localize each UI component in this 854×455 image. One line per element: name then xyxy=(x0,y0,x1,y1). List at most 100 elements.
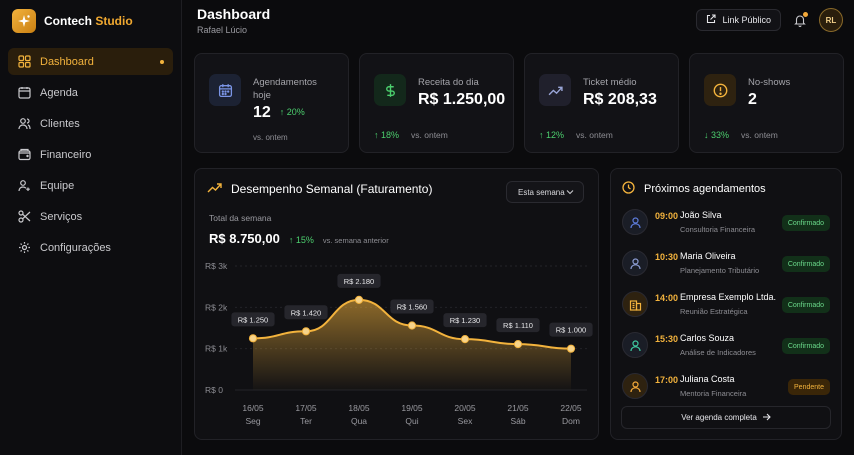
appointment-item[interactable]: 15:30 Carlos Souza Análise de Indicadores C… xyxy=(622,331,830,372)
nav-label: Serviços xyxy=(40,210,83,223)
data-point[interactable] xyxy=(513,340,523,349)
appointment-name: João Silva xyxy=(680,210,722,220)
appointment-item[interactable]: 14:00 Empresa Exemplo Ltda. Reunião Estrat… xyxy=(622,290,830,331)
data-point[interactable] xyxy=(460,335,470,344)
period-select[interactable]: Esta semana xyxy=(506,181,584,203)
data-label: R$ 1.000 xyxy=(556,326,586,335)
kpi-delta: ↑ 12% xyxy=(539,130,565,140)
nav-label: Agenda xyxy=(40,86,78,99)
nav-label: Equipe xyxy=(40,179,75,192)
total-value: R$ 8.750,00 xyxy=(209,231,280,246)
bell-icon[interactable] xyxy=(793,12,808,28)
wallet-icon xyxy=(17,148,31,162)
y-tick-label: R$ 3k xyxy=(205,261,228,271)
kpi-footer: vs. ontem xyxy=(576,130,613,140)
appointment-item[interactable]: 17:00 Juliana Costa Mentoria Financeira Pen… xyxy=(622,372,830,413)
alert-circle-icon xyxy=(704,74,736,106)
main-content: Dashboard Rafael Lúcio Link Público RL xyxy=(182,0,854,455)
view-full-agenda-button[interactable]: Ver agenda completa xyxy=(621,406,831,429)
appointment-item[interactable]: 10:30 Maria Oliveira Planejamento Tributár… xyxy=(622,249,830,290)
x-tick-day: Sáb xyxy=(510,416,525,426)
building-icon xyxy=(622,291,648,317)
data-point[interactable] xyxy=(407,321,417,330)
dollar-icon xyxy=(374,74,406,106)
nav-item-clientes[interactable]: Clientes xyxy=(8,110,173,137)
nav-label: Configurações xyxy=(40,241,111,254)
nav-item-servicos[interactable]: Serviços xyxy=(8,203,173,230)
kpi-footer-row: ↑ 18% vs. ontem xyxy=(374,130,448,140)
clock-icon xyxy=(622,181,635,197)
kpi-card-agendamentos: Agendamentos hoje 12 ↑ 20% vs. ontem xyxy=(194,53,349,153)
appointment-item[interactable]: 09:00 João Silva Consultoria Financeira Con… xyxy=(622,208,830,249)
appointment-name: Maria Oliveira xyxy=(680,251,736,261)
kpi-footer: vs. ontem xyxy=(411,130,448,140)
appointment-time: 09:00 xyxy=(655,211,679,221)
y-tick-label: R$ 0 xyxy=(205,385,223,395)
area-chart: R$ 0 R$ 1k R$ 2k R$ 3k R$ 1.250 16/05 Seg R$ 1.… xyxy=(205,261,593,426)
appointments-title: Próximos agendamentos xyxy=(644,183,766,195)
x-tick-date: 21/05 xyxy=(507,403,529,413)
kpi-card-receita: Receita do dia R$ 1.250,00 ↑ 18% vs. onte… xyxy=(359,53,514,153)
kpi-footer-row: ↑ 12% vs. ontem xyxy=(539,130,613,140)
period-select-value: Esta semana xyxy=(518,187,565,197)
kpi-card-noshows: No-shows 2 ↓ 33% vs. ontem xyxy=(689,53,844,153)
data-label-bg xyxy=(549,322,593,337)
x-tick-day: Dom xyxy=(562,416,580,426)
nav-item-equipe[interactable]: Equipe xyxy=(8,172,173,199)
data-label-bg xyxy=(443,313,487,328)
trend-up-icon xyxy=(539,74,571,106)
kpi-label: Agendamentos hoje xyxy=(253,77,317,101)
users-icon xyxy=(17,117,31,131)
status-badge: Confirmado xyxy=(781,256,830,272)
x-tick-day: Qui xyxy=(405,416,418,426)
data-label-bg xyxy=(231,312,275,327)
person-icon xyxy=(622,332,648,358)
nav-item-financeiro[interactable]: Financeiro xyxy=(8,141,173,168)
nav-item-agenda[interactable]: Agenda xyxy=(8,79,173,106)
public-link-button[interactable]: Link Público xyxy=(696,9,781,31)
calendar-icon xyxy=(209,74,241,106)
brand-name: Contech Studio xyxy=(44,14,133,28)
kpi-footer: vs. ontem xyxy=(253,133,288,142)
appointment-name: Juliana Costa xyxy=(680,374,735,384)
kpi-delta: ↓ 33% xyxy=(704,130,730,140)
y-tick-label: R$ 2k xyxy=(205,302,228,312)
data-label: R$ 2.180 xyxy=(344,277,374,286)
data-point[interactable] xyxy=(566,344,576,353)
data-label-bg xyxy=(337,273,381,288)
data-label-bg xyxy=(496,318,540,333)
nav-item-configuracoes[interactable]: Configurações xyxy=(8,234,173,261)
nav-item-dashboard[interactable]: Dashboard xyxy=(8,48,173,75)
external-link-icon xyxy=(706,14,717,26)
kpi-value: R$ 208,33 xyxy=(583,91,657,108)
person-icon xyxy=(622,209,648,235)
view-agenda-label: Ver agenda completa xyxy=(681,413,757,422)
header: Dashboard Rafael Lúcio Link Público RL xyxy=(182,0,854,44)
kpi-delta: ↑ 20% xyxy=(279,107,305,117)
appointment-service: Planejamento Tributário xyxy=(680,266,760,275)
data-point[interactable] xyxy=(248,334,258,343)
nav-label: Clientes xyxy=(40,117,80,130)
data-point[interactable] xyxy=(301,327,311,336)
brand[interactable]: Contech Studio xyxy=(12,8,173,34)
trend-up-icon xyxy=(207,181,222,197)
kpi-value: R$ 1.250,00 xyxy=(418,91,506,108)
data-label: R$ 1.560 xyxy=(397,303,427,312)
avatar[interactable]: RL xyxy=(819,8,843,32)
person-icon xyxy=(622,250,648,276)
user-name: Rafael Lúcio xyxy=(197,25,248,35)
gear-icon xyxy=(17,241,31,255)
upcoming-appointments-card: Próximos agendamentos 09:00 João Silva Con… xyxy=(610,168,842,440)
x-tick-date: 17/05 xyxy=(295,403,317,413)
x-tick-date: 22/05 xyxy=(560,403,582,413)
data-point[interactable] xyxy=(354,295,364,304)
total-vs: vs. semana anterior xyxy=(322,236,389,245)
appointment-service: Mentoria Financeira xyxy=(680,389,747,398)
person-icon xyxy=(622,373,648,399)
data-label-bg xyxy=(284,305,328,320)
status-badge: Confirmado xyxy=(781,215,830,231)
appointment-name: Empresa Exemplo Ltda. xyxy=(680,292,777,302)
notification-badge xyxy=(803,12,808,17)
data-label: R$ 1.230 xyxy=(450,316,480,325)
weekly-performance-card: R$ 0 R$ 1k R$ 2k R$ 3k R$ 1.250 16/05 Seg R$ 1.… xyxy=(194,168,599,440)
